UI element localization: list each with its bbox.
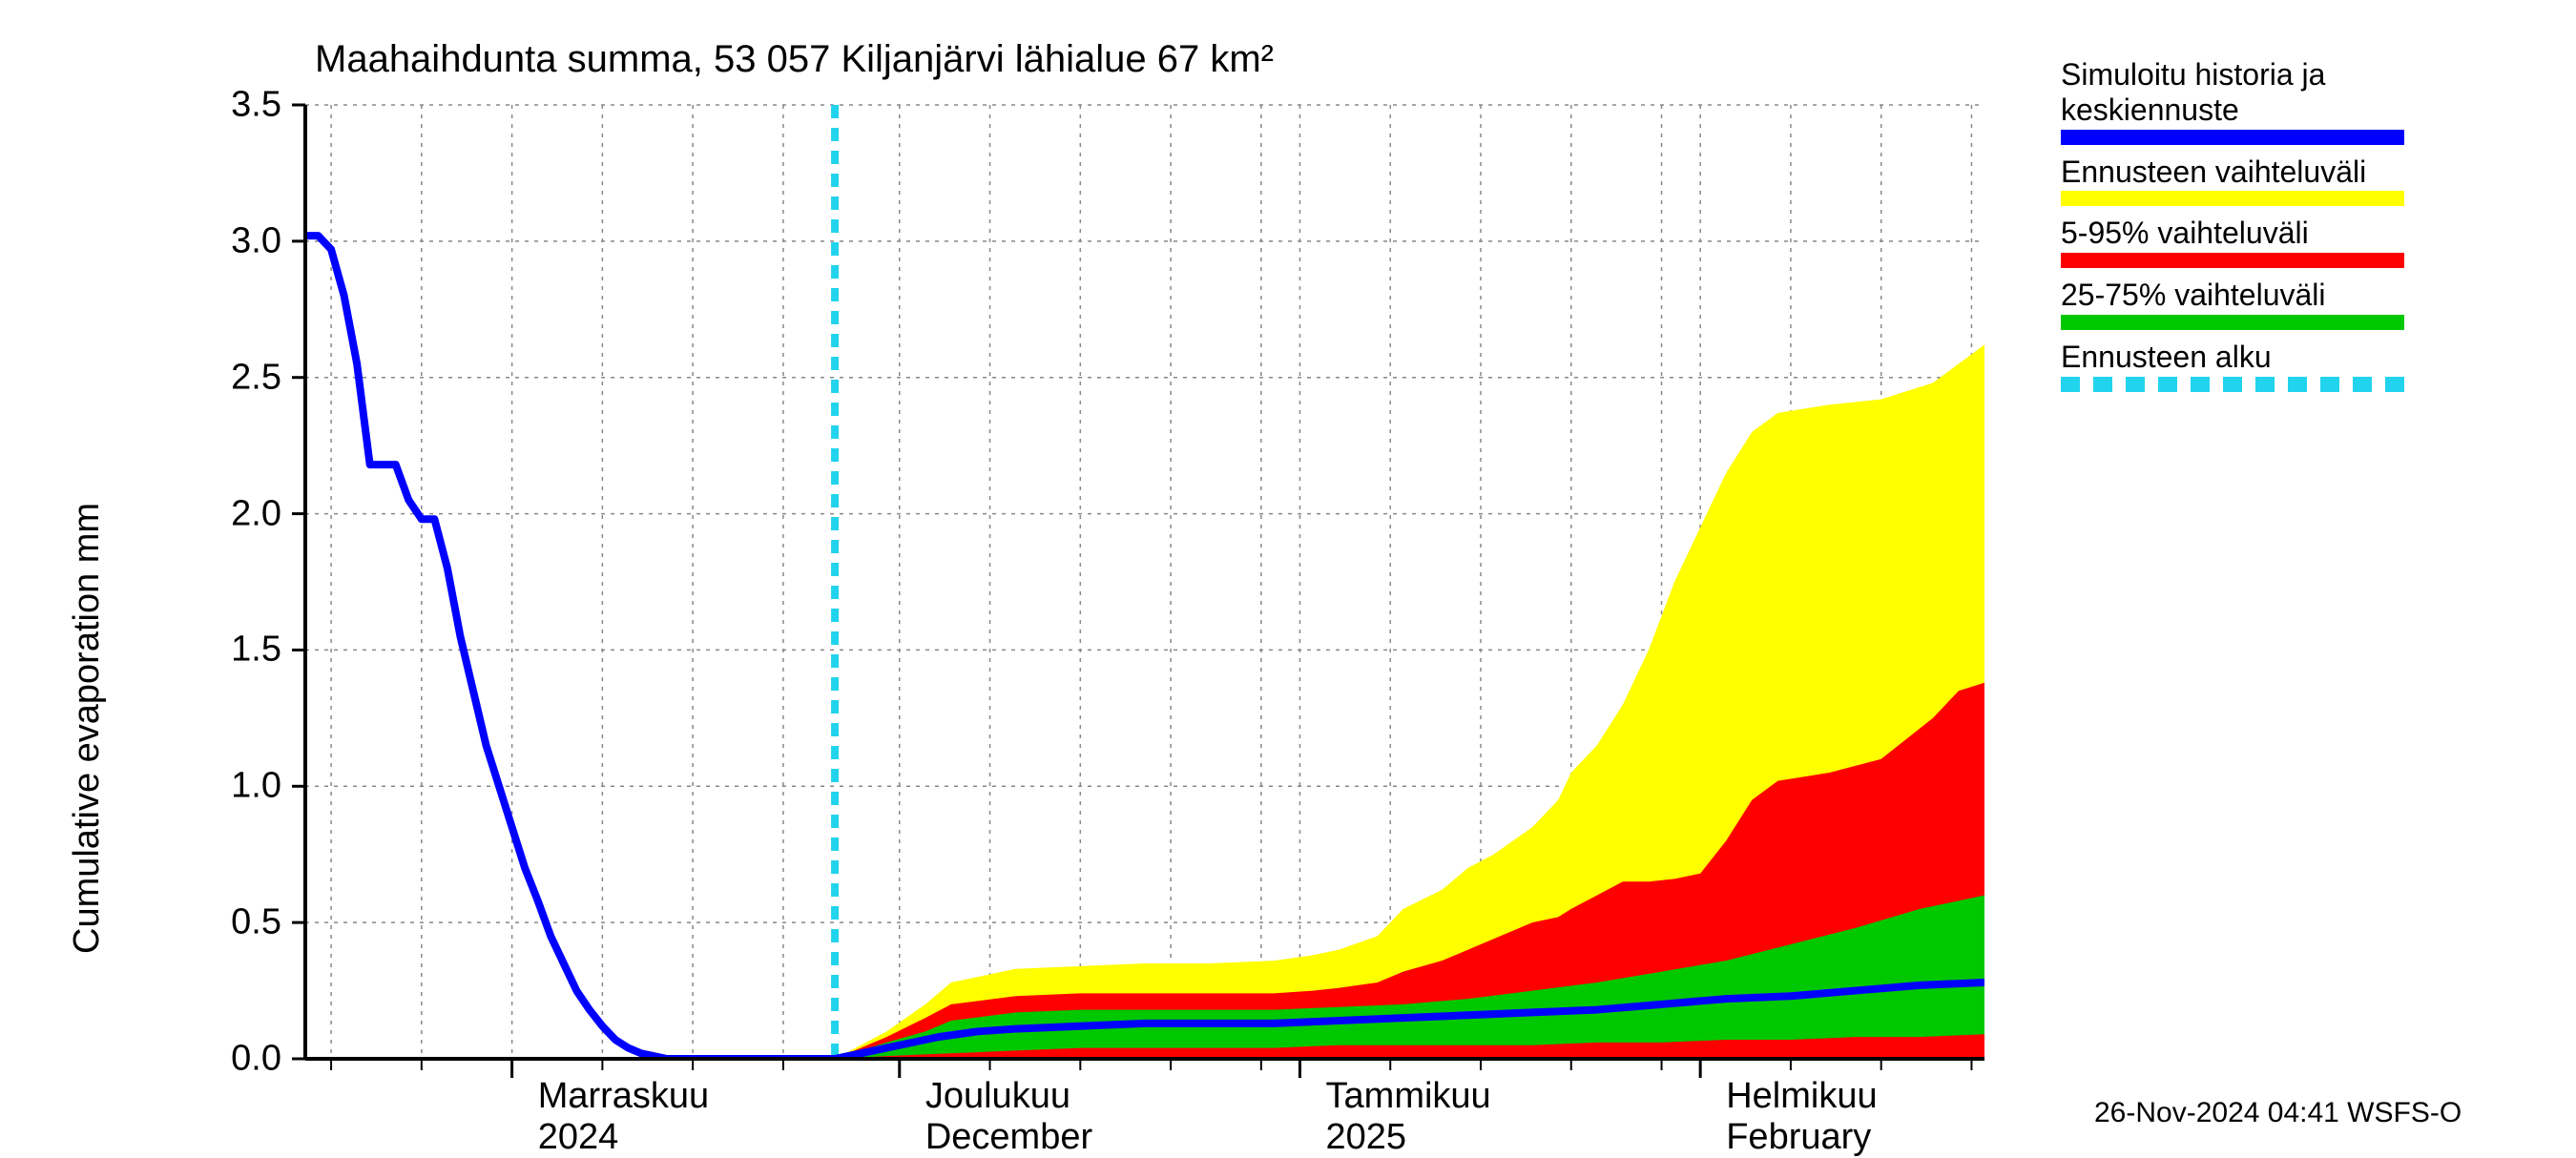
x-axis-label: Helmikuu February bbox=[1726, 1076, 1877, 1158]
legend-item: 25-75% vaihteluväli bbox=[2061, 278, 2423, 330]
legend: Simuloitu historia ja keskiennuste Ennust… bbox=[2061, 57, 2423, 402]
legend-swatch bbox=[2061, 191, 2404, 206]
legend-label: 5-95% vaihteluväli bbox=[2061, 216, 2423, 251]
legend-swatch bbox=[2061, 315, 2404, 330]
footer-timestamp: 26-Nov-2024 04:41 WSFS-O bbox=[2094, 1097, 2462, 1129]
chart-stage: Maahaihdunta summa, 53 057 Kiljanjärvi l… bbox=[0, 0, 2576, 1145]
x-axis-label: Marraskuu 2024 bbox=[538, 1076, 710, 1158]
legend-swatch bbox=[2061, 377, 2404, 392]
legend-item: Ennusteen alku bbox=[2061, 340, 2423, 392]
legend-label: 25-75% vaihteluväli bbox=[2061, 278, 2423, 313]
legend-label: Simuloitu historia ja keskiennuste bbox=[2061, 57, 2423, 128]
legend-item: 5-95% vaihteluväli bbox=[2061, 216, 2423, 268]
plot-area bbox=[0, 0, 2023, 1097]
x-axis-label: Tammikuu 2025 bbox=[1326, 1076, 1491, 1158]
legend-label: Ennusteen alku bbox=[2061, 340, 2423, 375]
legend-item: Ennusteen vaihteluväli bbox=[2061, 155, 2423, 207]
x-axis-label: Joulukuu December bbox=[925, 1076, 1092, 1158]
legend-label: Ennusteen vaihteluväli bbox=[2061, 155, 2423, 190]
legend-swatch bbox=[2061, 130, 2404, 145]
legend-item: Simuloitu historia ja keskiennuste bbox=[2061, 57, 2423, 145]
legend-swatch bbox=[2061, 253, 2404, 268]
